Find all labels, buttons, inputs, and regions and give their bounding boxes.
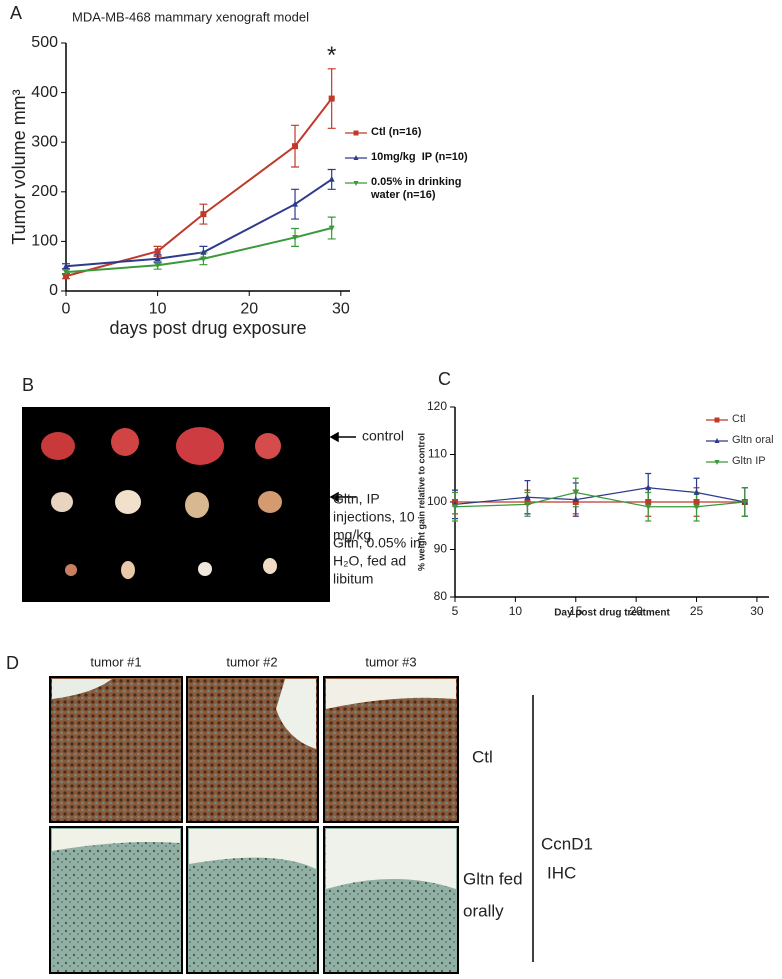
data-point [572, 490, 579, 497]
data-point [693, 504, 700, 511]
legend-marker [714, 417, 720, 423]
data-point [328, 95, 335, 102]
y-tick-label: 200 [31, 183, 58, 200]
arrows [304, 431, 356, 572]
data-point [154, 262, 161, 269]
photo-label: libitum [333, 571, 373, 587]
x-tick-label: 15 [569, 604, 583, 618]
y-axis-label: Tumor volume mm³ [9, 89, 29, 244]
panel-label: C [438, 369, 451, 389]
data-point [572, 496, 579, 503]
column-header: tumor #1 [90, 654, 141, 669]
data-point [524, 501, 531, 508]
legend-label: Gltn IP [732, 455, 766, 467]
x-tick-label: 20 [240, 301, 258, 318]
x-tick-label: 10 [509, 604, 523, 618]
legend-marker [353, 181, 359, 186]
data-point [741, 499, 748, 506]
photo-label: injections, 10 [333, 509, 415, 525]
photo-label: H₂O, fed ad [333, 553, 406, 569]
y-tick-label: 0 [49, 282, 58, 299]
photo-label: mg/kg [333, 527, 371, 543]
ihc-images [49, 676, 459, 974]
legend-label: Ctl [732, 413, 746, 425]
data-point [328, 175, 335, 182]
data-point [63, 262, 69, 269]
data-point [292, 143, 299, 150]
x-tick-label: 10 [149, 301, 167, 318]
data-point [292, 200, 299, 207]
annotation: * [327, 42, 336, 69]
chart-title: MDA-MB-468 mammary xenograft model [72, 9, 309, 24]
data-point [154, 248, 161, 255]
data-point [200, 256, 207, 263]
data-point [154, 255, 161, 262]
y-tick-label: 100 [31, 233, 58, 250]
x-axis-label: days post drug exposure [109, 318, 306, 338]
legend-label: 0.05% in drinking water (n=16) [371, 176, 465, 201]
y-tick-label: 500 [31, 34, 58, 51]
chart: 80 90 100 110 120 5 10 15 20 25 30 Day post drug tr… [416, 399, 769, 619]
x-axis-label: Day post drug treatment [554, 608, 670, 619]
chart: 0 100 200 300 400 500 0 10 20 30 MDA-MB-468 mammar… [9, 9, 367, 338]
x-tick-label: 0 [62, 301, 71, 318]
y-tick-label: 110 [428, 447, 447, 461]
y-tick-label: 400 [31, 84, 58, 101]
x-tick-label: 5 [452, 604, 459, 618]
column-header: tumor #3 [365, 654, 416, 669]
photo-label: Gltn, IP [333, 491, 380, 507]
data-point [63, 273, 69, 280]
row-label: Gltn fed [463, 869, 523, 888]
data-point [524, 493, 531, 500]
panel-label: B [22, 375, 34, 395]
y-tick-label: 90 [434, 542, 448, 556]
data-point [292, 235, 299, 242]
data-point [645, 499, 652, 505]
legend-marker [714, 460, 720, 465]
data-point [645, 504, 652, 511]
photo-label: control [362, 428, 404, 444]
panel-label: D [6, 653, 19, 673]
data-point [200, 211, 207, 218]
tumors [41, 427, 282, 579]
row-label: orally [463, 901, 504, 920]
image-highlights [52, 679, 456, 889]
data-point [328, 225, 335, 232]
x-tick-label: 20 [629, 604, 643, 618]
data-point [693, 488, 700, 495]
series-line [454, 487, 745, 505]
stain-label: IHC [547, 863, 576, 882]
legend-marker [714, 438, 720, 443]
photo-label: Gltn, 0.05% in [333, 535, 421, 551]
legend-label: Ctl (n=16) [371, 126, 422, 138]
row-label: Ctl [472, 747, 493, 766]
panel-label: A [10, 3, 22, 23]
data-point [200, 248, 207, 255]
legend-marker [353, 155, 359, 160]
y-tick-label: 80 [434, 589, 448, 603]
stain-label: CcnD1 [541, 834, 593, 853]
column-header: tumor #2 [226, 654, 277, 669]
data-point [63, 269, 69, 276]
x-tick-label: 25 [690, 604, 704, 618]
series-line [65, 178, 333, 268]
y-tick-label: 100 [427, 494, 447, 508]
y-tick-label: 120 [427, 399, 447, 413]
legend-marker [353, 130, 359, 136]
legend-label: Gltn oral [732, 434, 774, 446]
data-point [693, 499, 700, 505]
x-tick-label: 30 [750, 604, 764, 618]
data-point [645, 484, 652, 491]
y-tick-label: 300 [31, 133, 58, 150]
series-line [454, 491, 745, 508]
y-axis-label: % weight gain relative to control [416, 433, 426, 571]
data-point [452, 504, 458, 511]
legend-label: 10mg/kg IP (n=10) [371, 151, 468, 163]
x-tick-label: 30 [332, 301, 350, 318]
